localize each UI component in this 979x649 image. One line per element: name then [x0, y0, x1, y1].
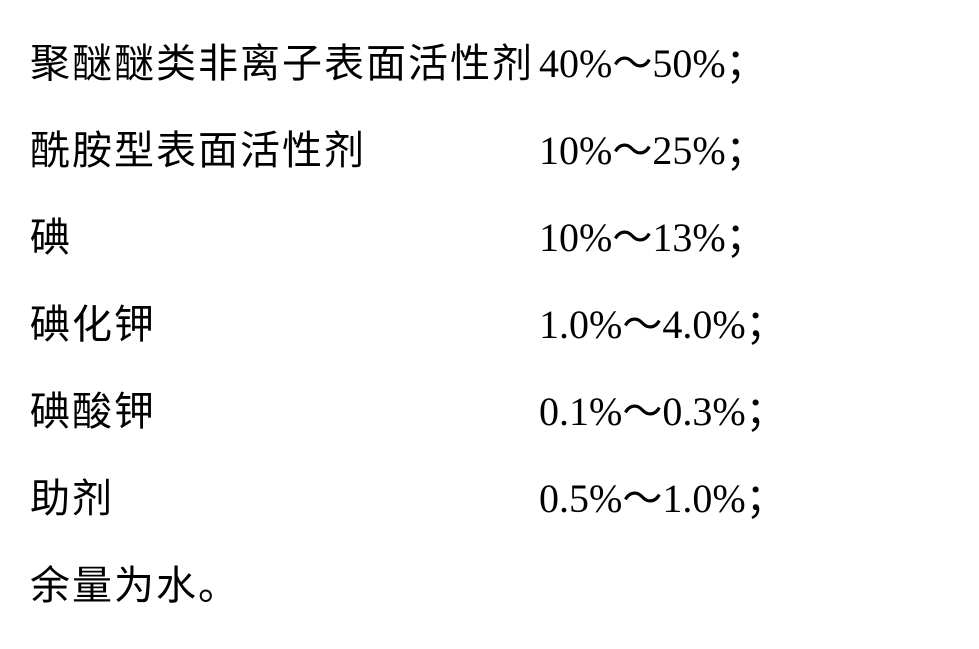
ingredient-value: 0.1%～0.3%； [539, 392, 786, 432]
ingredient-value: 10%～25%； [539, 131, 766, 171]
table-row: 碘化钾 1.0%～4.0%； [30, 305, 949, 345]
table-row: 碘酸钾 0.1%～0.3%； [30, 392, 949, 432]
table-row: 助剂 0.5%～1.0%； [30, 479, 949, 519]
ingredient-value: 40%～50%； [539, 44, 766, 84]
table-row: 碘 10%～13%； [30, 218, 949, 258]
ingredient-label: 聚醚醚类非离子表面活性剂 [30, 44, 534, 84]
ingredient-label: 碘 [30, 218, 72, 258]
ingredient-label: 酰胺型表面活性剂 [30, 131, 366, 171]
table-row: 聚醚醚类非离子表面活性剂 40%～50%； [30, 44, 949, 84]
footer-row: 余量为水。 [30, 566, 949, 606]
ingredient-label: 碘化钾 [30, 305, 156, 345]
ingredient-value: 1.0%～4.0%； [539, 305, 786, 345]
table-row: 酰胺型表面活性剂 10%～25%； [30, 131, 949, 171]
ingredient-label: 助剂 [30, 479, 114, 519]
composition-list: 聚醚醚类非离子表面活性剂 40%～50%； 酰胺型表面活性剂 10%～25%； … [0, 0, 979, 649]
ingredient-label: 碘酸钾 [30, 392, 156, 432]
ingredient-value: 10%～13%； [539, 218, 766, 258]
ingredient-value: 0.5%～1.0%； [539, 479, 786, 519]
footer-text: 余量为水。 [30, 566, 240, 606]
